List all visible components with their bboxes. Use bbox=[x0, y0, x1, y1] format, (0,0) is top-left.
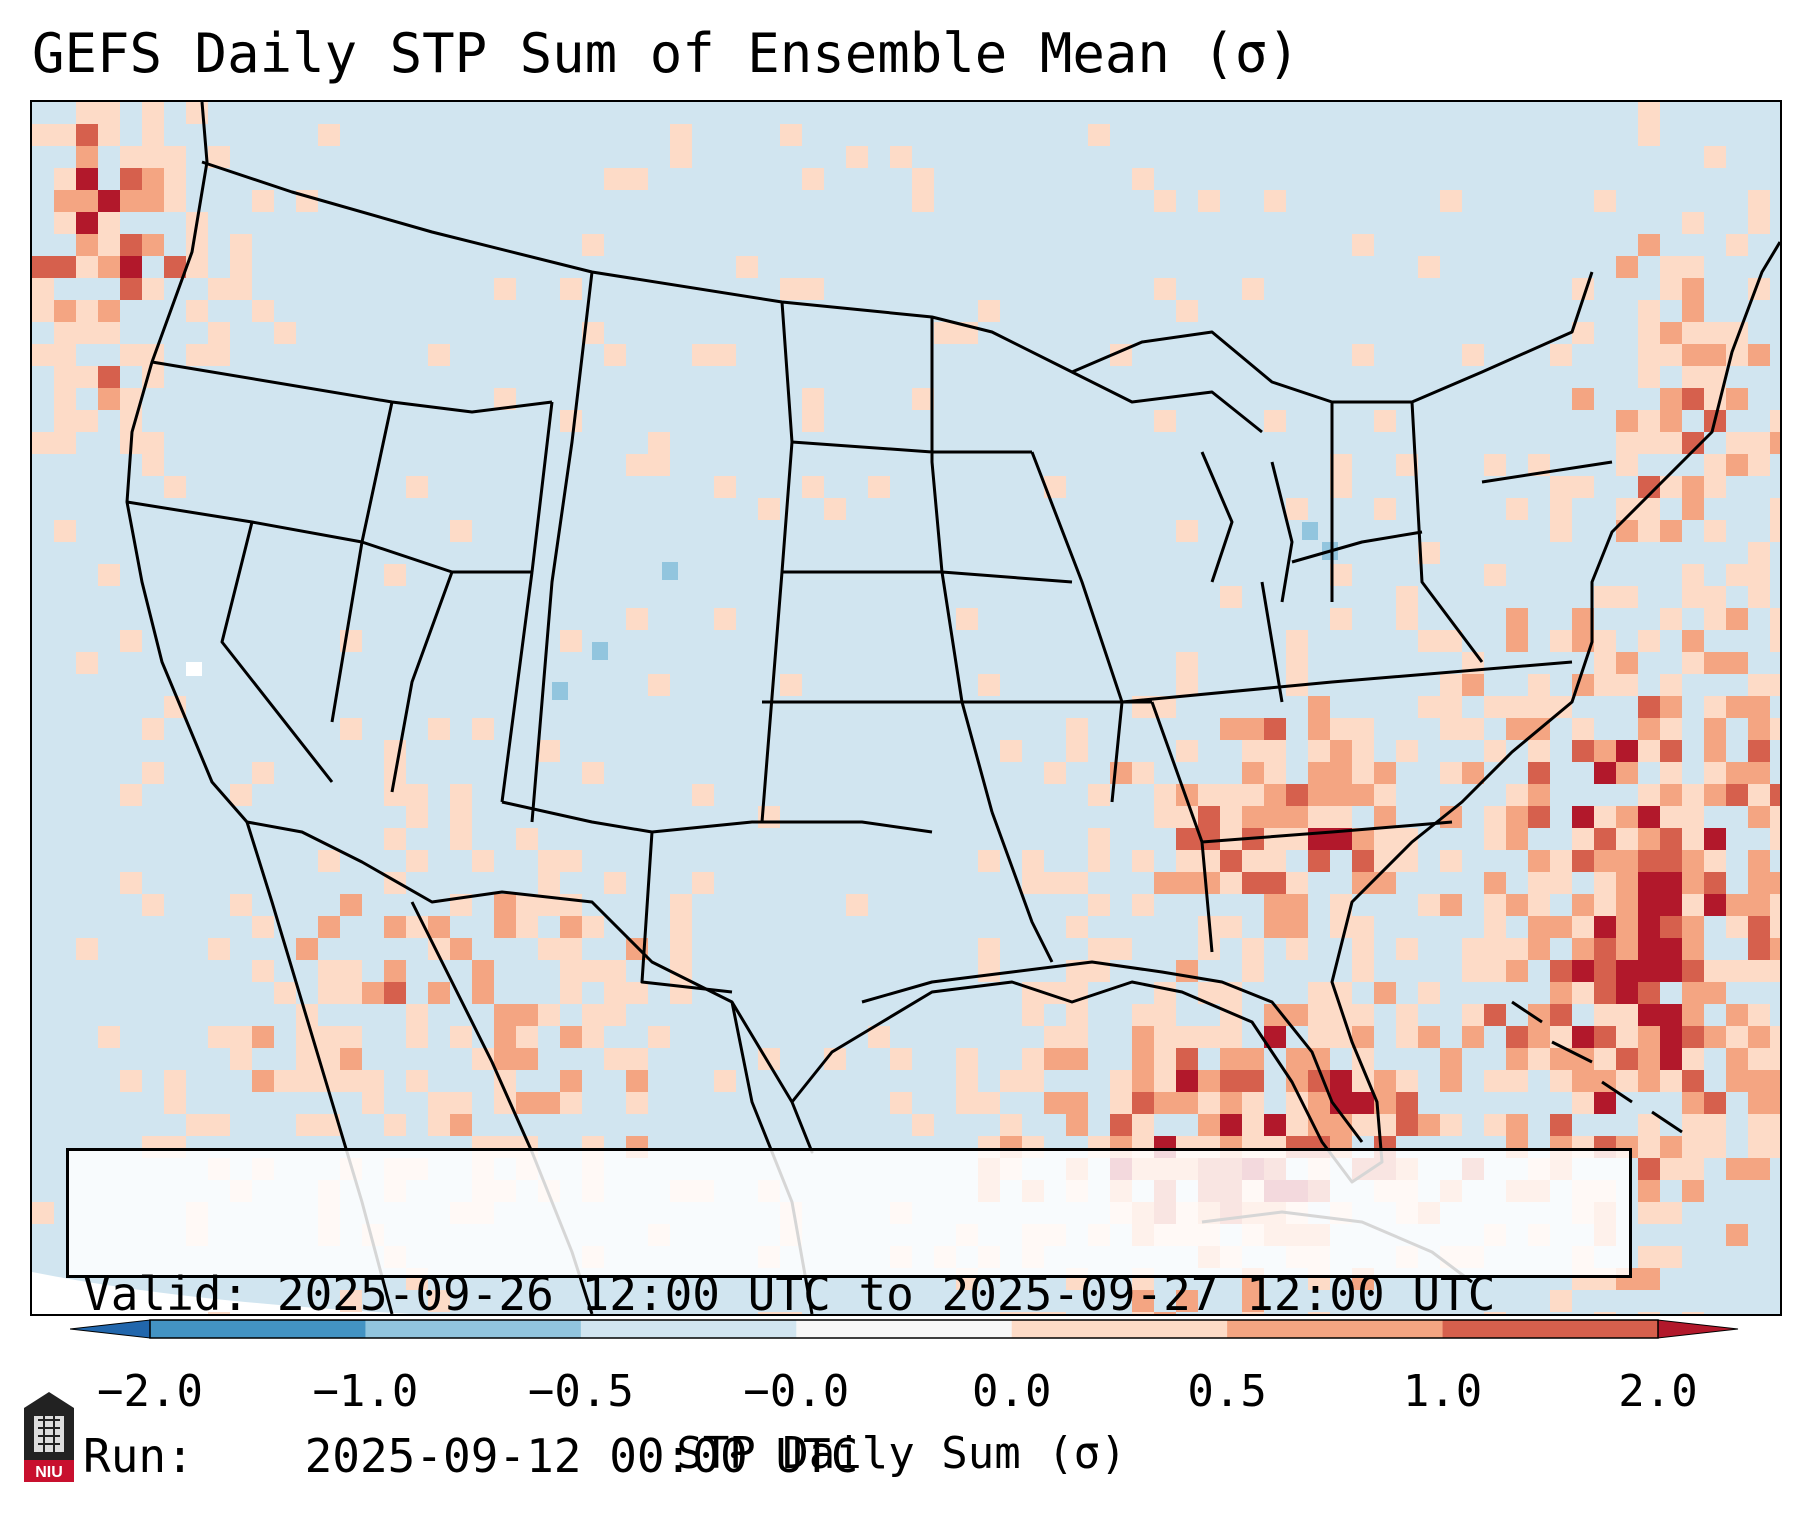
map-title: GEFS Daily STP Sum of Ensemble Mean (σ) bbox=[32, 22, 1300, 85]
run-value: 2025-09-12 00:00 UTC bbox=[304, 1429, 859, 1483]
valid-label: Valid: bbox=[83, 1267, 250, 1321]
colorbar bbox=[70, 1319, 1739, 1339]
colorbar-tick-label: 1.0 bbox=[1402, 1366, 1483, 1417]
valid-run-infobox: Valid: 2025-09-26 12:00 UTC to 2025-09-2… bbox=[66, 1148, 1632, 1483]
valid-value: 2025-09-26 12:00 UTC to 2025-09-27 12:00… bbox=[276, 1267, 1496, 1321]
colorbar-over-arrow bbox=[1657, 1319, 1739, 1339]
colorbar-bin bbox=[1011, 1320, 1228, 1338]
us-canada-border bbox=[201, 160, 1594, 404]
colorbar-tick-label: −2.0 bbox=[97, 1366, 203, 1417]
run-row: Run: 2025-09-12 00:00 UTC bbox=[83, 1429, 1615, 1483]
colorbar-tick-label: 0.0 bbox=[971, 1366, 1052, 1417]
gulf-coast bbox=[861, 960, 1364, 1143]
stp-map bbox=[32, 102, 1780, 1314]
niu-logo-icon: NIU bbox=[24, 1392, 74, 1482]
colorbar-bin bbox=[150, 1320, 366, 1338]
colorbar-tick-label: −0.5 bbox=[527, 1366, 634, 1417]
colorbar-label: STP Daily Sum (σ) bbox=[676, 1428, 1127, 1479]
great-lakes bbox=[1071, 370, 1423, 603]
colorbar-bin bbox=[365, 1320, 582, 1338]
colorbar-tick-label: 0.5 bbox=[1187, 1366, 1267, 1417]
run-label: Run: bbox=[83, 1429, 194, 1483]
bahamas bbox=[1511, 1000, 1683, 1134]
colorbar-bin bbox=[1227, 1320, 1444, 1338]
colorbar-bin bbox=[580, 1320, 797, 1338]
colorbar-bin bbox=[1442, 1320, 1659, 1338]
map-panel bbox=[30, 100, 1782, 1316]
colorbar-tick-label: −1.0 bbox=[312, 1366, 419, 1417]
colorbar-bin bbox=[796, 1320, 1013, 1338]
us-coastline bbox=[125, 102, 1780, 1184]
valid-row: Valid: 2025-09-26 12:00 UTC to 2025-09-2… bbox=[83, 1267, 1615, 1321]
colorbar-under-arrow bbox=[70, 1319, 151, 1339]
state-borders bbox=[126, 271, 1613, 994]
colorbar-tick-label: −0.0 bbox=[743, 1366, 850, 1417]
niu-logo-text: NIU bbox=[35, 1464, 63, 1481]
colorbar-tick-label: 2.0 bbox=[1618, 1366, 1698, 1417]
